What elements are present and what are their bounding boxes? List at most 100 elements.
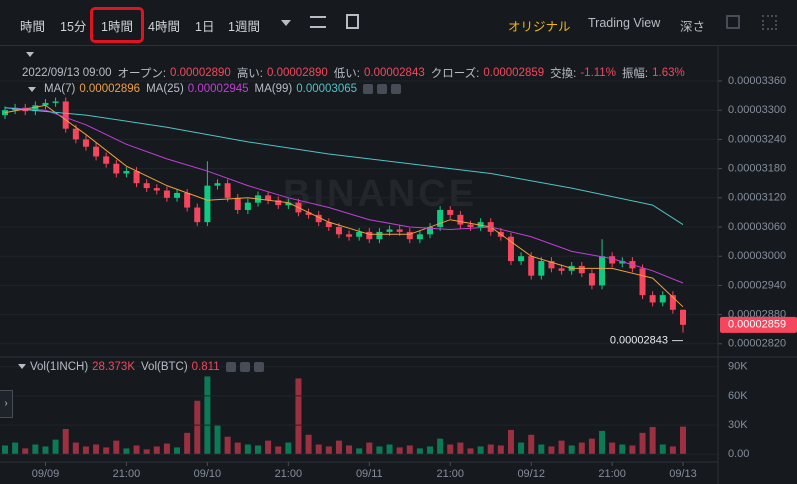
volume-bar [376,446,383,455]
candle-body [366,231,373,240]
volume-bar [518,442,525,455]
candle-body [680,309,686,325]
candle-body [335,227,342,235]
interval-button[interactable]: 1日 [195,20,215,34]
volume-bar [639,432,646,455]
collapse-caret[interactable] [28,87,36,92]
legend-icon[interactable] [391,84,402,94]
candle-body [103,156,110,164]
candle-body [305,212,312,215]
legend-icon[interactable] [363,84,374,94]
candle-body [396,229,403,232]
volume-name: Vol(1INCH) [30,361,89,373]
candle-body [275,200,282,206]
candle-body [224,183,231,198]
info-label: オープン: [117,68,167,80]
volume-bar [599,430,606,455]
ma-line [4,107,684,284]
y-tick-label: 0.00003360 [728,75,786,87]
volume-bar [305,434,312,455]
y-tick-label: 0.00002940 [728,279,786,291]
volume-value: 0.811 [191,361,220,373]
y-tick-label: 0.00003300 [728,104,786,116]
candle-body [113,163,120,174]
interval-button[interactable]: 時間 [20,20,46,34]
y-tick-label: 0.00003180 [728,163,786,175]
candle-body [72,128,79,140]
volume-bar [335,440,342,455]
candle-body [659,295,666,303]
candle-body [619,261,626,264]
y-tick-label: 0.00003240 [728,133,786,145]
volume-bar [72,442,79,455]
layout-icon[interactable] [762,15,777,30]
x-tick-label: 09/13 [669,468,697,480]
volume-bar [507,429,514,455]
volume-bar [568,445,575,455]
info-label: クローズ: [430,68,480,80]
interval-button[interactable]: 1週間 [228,20,260,34]
candle-body [609,256,616,264]
legend-icon[interactable] [377,84,388,94]
volume-bar [244,444,251,455]
candle-body [346,234,353,237]
volume-bar [254,445,261,455]
last-price-label: 0.00002859 [728,319,786,331]
volume-bar [457,442,464,455]
x-tick-label: 09/11 [356,468,383,480]
view-tab[interactable]: オリジナル [508,20,571,34]
candle-body [447,209,454,215]
volume-bar [62,428,69,455]
info-value: 0.00002890 [267,67,328,79]
x-tick-label: 21:00 [598,468,626,480]
candle-body [62,101,69,129]
view-tab[interactable]: Trading View [588,16,661,30]
volume-bar [406,445,413,455]
candle-body [214,183,221,186]
volume-bar [234,442,241,455]
legend-icon[interactable] [239,362,250,372]
volume-bar [325,446,332,455]
collapse-caret[interactable] [26,52,34,57]
side-panel-tab[interactable]: › [0,390,13,418]
candle-body [234,197,241,210]
volume-bar [477,446,484,455]
volume-bar [214,425,221,455]
fullscreen-icon[interactable] [726,15,740,29]
volume-bar [538,444,545,455]
volume-bar [528,434,535,455]
dropdown-caret[interactable] [281,20,291,26]
legend-icon[interactable] [253,362,264,372]
collapse-caret[interactable] [18,364,26,369]
volume-bar [42,446,49,455]
info-label: 低い: [333,68,360,80]
indicator-icon[interactable] [346,14,359,29]
y-tick-label: 0.00002820 [728,338,786,350]
settings-icon[interactable] [310,16,326,28]
interval-button[interactable]: 4時間 [148,20,180,34]
volume-bar [143,449,150,455]
interval-button[interactable]: 15分 [60,20,87,34]
volume-bar [163,443,170,455]
candle-body [52,101,59,103]
candle-body [265,195,272,201]
candle-body [153,188,160,191]
volume-bar [204,376,211,455]
candle-body [639,268,646,296]
y-tick-label: 0.00 [728,448,749,460]
candle-body [133,171,140,184]
view-tab[interactable]: 深さ [680,20,706,34]
volume-bar [224,436,231,455]
volume-bar [366,442,373,455]
candle-body [204,185,211,223]
volume-bar [447,444,454,455]
legend-icon[interactable] [225,362,236,372]
volume-bar [32,444,39,455]
interval-button[interactable]: 1時間 [101,20,133,34]
y-tick-label: 0.00003120 [728,192,786,204]
x-tick-label: 21:00 [113,468,141,480]
toolbar: 時間 15分 1時間 4時間 1日 1週間 オリジナル Trading View 深さ [0,0,797,46]
volume-bar [82,446,89,455]
volume-bar [427,446,434,455]
candle-body [82,139,89,147]
